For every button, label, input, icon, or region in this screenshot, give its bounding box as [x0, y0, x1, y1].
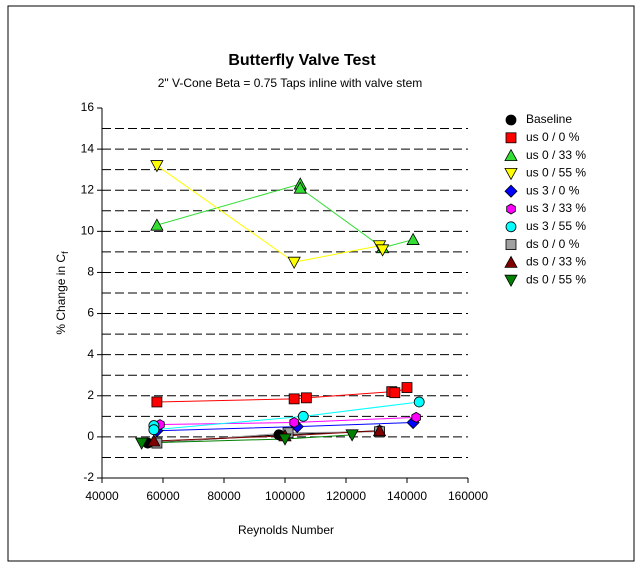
- chart-title: Butterfly Valve Test: [228, 52, 376, 69]
- data-point: [406, 232, 420, 245]
- data-point: [278, 433, 292, 446]
- data-point: [150, 160, 164, 173]
- legend-marker: [504, 255, 518, 268]
- data-point: [372, 423, 387, 437]
- data-point: [389, 387, 401, 399]
- data-point: [289, 417, 299, 428]
- legend-marker: [504, 148, 518, 162]
- y-tick-label: 12: [81, 182, 95, 196]
- data-point: [134, 437, 149, 450]
- legend-marker: [505, 114, 517, 126]
- y-tick-label: -2: [83, 470, 94, 484]
- y-tick-label: 6: [87, 306, 94, 320]
- y-tick-label: 10: [81, 224, 95, 238]
- legend-marker: [505, 221, 517, 233]
- x-axis-label: Reynolds Number: [238, 523, 334, 537]
- legend-label: us 0 / 55 %: [526, 166, 586, 180]
- x-tick-label: 100000: [265, 489, 305, 503]
- y-axis-label: % Change in Cf: [54, 251, 70, 335]
- y-tick-label: 16: [81, 100, 95, 114]
- data-point: [345, 429, 359, 442]
- y-tick-label: 8: [87, 265, 94, 279]
- data-point: [151, 396, 163, 408]
- y-axis-label-text: % Change in C: [54, 254, 68, 335]
- x-tick-label: 80000: [207, 489, 241, 503]
- x-tick-label: 140000: [387, 489, 427, 503]
- legend-label: us 0 / 0 %: [526, 130, 580, 144]
- data-point: [300, 392, 312, 404]
- data-point: [375, 244, 390, 257]
- legend-label: us 3 / 55 %: [526, 219, 586, 233]
- y-tick-label: 0: [87, 429, 94, 443]
- data-point: [150, 218, 164, 231]
- y-tick-label: 4: [87, 347, 94, 361]
- chart-subtitle: 2" V-Cone Beta = 0.75 Taps inline with v…: [158, 76, 423, 90]
- legend-marker: [505, 239, 517, 251]
- chart-frame: [7, 5, 635, 562]
- legend-label: ds 0 / 55 %: [526, 272, 586, 286]
- data-point: [413, 396, 425, 408]
- legend-label: Baseline: [526, 112, 572, 126]
- y-axis-label-subscript: f: [60, 251, 70, 254]
- legend-label: us 3 / 0 %: [526, 183, 580, 197]
- y-tick-label: 14: [81, 141, 95, 155]
- legend-label: us 3 / 33 %: [526, 201, 586, 215]
- data-point: [288, 393, 300, 405]
- data-point: [401, 382, 413, 393]
- x-tick-label: 40000: [85, 489, 119, 503]
- data-point: [411, 411, 421, 423]
- data-point: [287, 256, 301, 270]
- data-point: [148, 424, 160, 436]
- x-tick-label: 60000: [146, 489, 180, 503]
- x-tick-label: 160000: [448, 489, 488, 503]
- legend-marker: [504, 184, 518, 198]
- legend-marker: [506, 203, 516, 215]
- legend-marker: [505, 132, 517, 144]
- legend-marker: [504, 167, 518, 181]
- data-point: [147, 434, 161, 447]
- data-point: [297, 410, 309, 422]
- legend-label: ds 0 / 33 %: [526, 255, 586, 269]
- data-point: [293, 181, 307, 194]
- legend-marker: [504, 274, 518, 288]
- legend-label: ds 0 / 0 %: [526, 237, 580, 251]
- x-tick-label: 120000: [326, 489, 366, 503]
- y-tick-label: 2: [87, 388, 94, 402]
- legend-label: us 0 / 33 %: [526, 148, 586, 162]
